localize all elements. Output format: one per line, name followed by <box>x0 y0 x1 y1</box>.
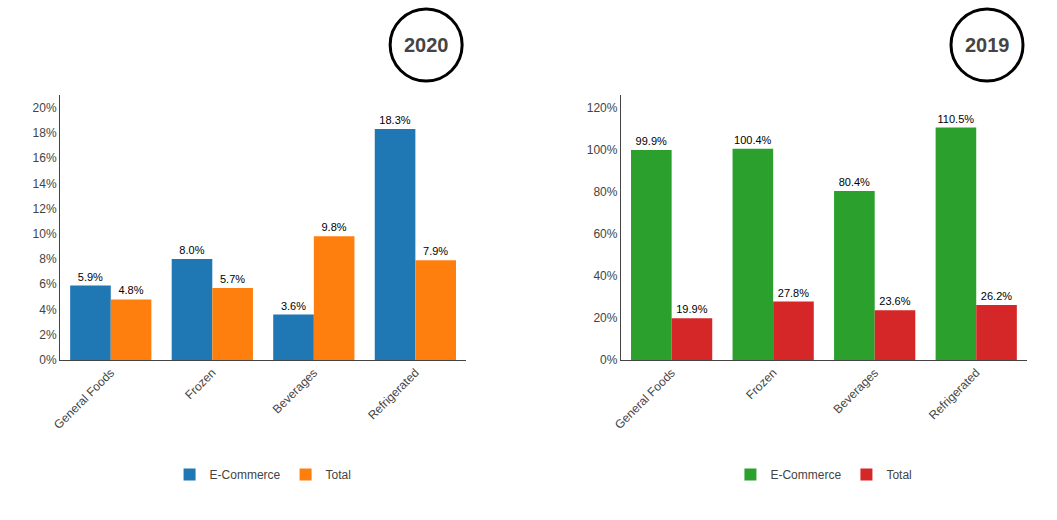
svg-text:8.0%: 8.0% <box>179 244 204 256</box>
svg-text:0%: 0% <box>600 353 618 367</box>
svg-text:14%: 14% <box>33 177 57 191</box>
svg-text:Refrigerated: Refrigerated <box>365 366 422 423</box>
svg-text:20%: 20% <box>593 311 617 325</box>
svg-text:2%: 2% <box>39 328 57 342</box>
svg-text:2020: 2020 <box>404 34 449 56</box>
svg-text:General Foods: General Foods <box>612 366 678 432</box>
svg-text:E-Commerce: E-Commerce <box>770 468 841 482</box>
svg-text:0%: 0% <box>39 353 57 367</box>
svg-text:99.9%: 99.9% <box>636 135 667 147</box>
svg-text:5.9%: 5.9% <box>78 271 103 283</box>
svg-text:Beverages: Beverages <box>270 366 320 416</box>
svg-text:10%: 10% <box>33 227 57 241</box>
svg-text:18.3%: 18.3% <box>379 114 410 126</box>
svg-text:26.2%: 26.2% <box>981 290 1012 302</box>
svg-text:3.6%: 3.6% <box>281 300 306 312</box>
svg-text:Beverages: Beverages <box>831 366 881 416</box>
svg-text:100%: 100% <box>587 143 618 157</box>
svg-text:12%: 12% <box>33 202 57 216</box>
svg-text:23.6%: 23.6% <box>879 295 910 307</box>
svg-text:Refrigerated: Refrigerated <box>926 366 983 423</box>
svg-text:80.4%: 80.4% <box>839 176 870 188</box>
svg-text:7.9%: 7.9% <box>423 245 448 257</box>
svg-text:General Foods: General Foods <box>51 366 117 432</box>
svg-text:18%: 18% <box>33 126 57 140</box>
svg-text:110.5%: 110.5% <box>938 113 975 125</box>
svg-text:27.8%: 27.8% <box>778 287 809 299</box>
svg-text:Total: Total <box>886 468 911 482</box>
svg-text:4.8%: 4.8% <box>118 284 143 296</box>
svg-text:120%: 120% <box>587 101 618 115</box>
svg-text:8%: 8% <box>39 252 57 266</box>
svg-text:19.9%: 19.9% <box>676 303 707 315</box>
svg-text:2019: 2019 <box>965 34 1010 56</box>
svg-text:4%: 4% <box>39 303 57 317</box>
svg-text:60%: 60% <box>593 227 617 241</box>
svg-text:5.7%: 5.7% <box>220 273 245 285</box>
svg-text:40%: 40% <box>593 269 617 283</box>
svg-text:6%: 6% <box>39 277 57 291</box>
svg-text:16%: 16% <box>33 151 57 165</box>
svg-text:Frozen: Frozen <box>182 366 218 402</box>
svg-text:Frozen: Frozen <box>743 366 779 402</box>
svg-text:9.8%: 9.8% <box>321 221 346 233</box>
svg-text:Total: Total <box>326 468 351 482</box>
svg-text:100.4%: 100.4% <box>734 134 772 146</box>
svg-text:20%: 20% <box>33 101 57 115</box>
svg-text:E-Commerce: E-Commerce <box>210 468 281 482</box>
svg-text:80%: 80% <box>593 185 617 199</box>
